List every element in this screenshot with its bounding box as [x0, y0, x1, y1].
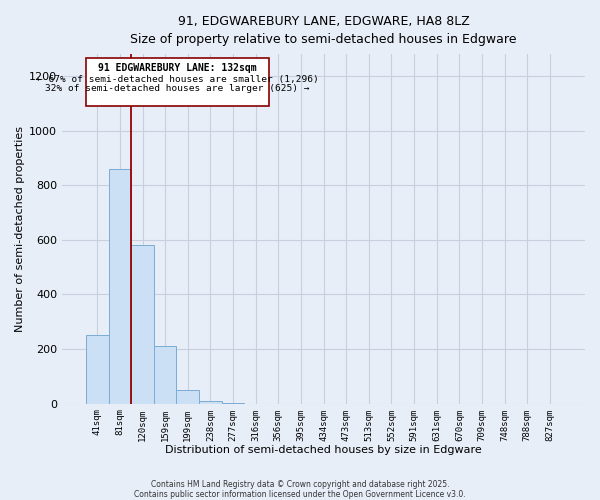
Text: Contains public sector information licensed under the Open Government Licence v3: Contains public sector information licen… — [134, 490, 466, 499]
Bar — [109, 169, 131, 404]
Bar — [176, 390, 199, 404]
Text: Contains HM Land Registry data © Crown copyright and database right 2025.: Contains HM Land Registry data © Crown c… — [151, 480, 449, 489]
Bar — [154, 346, 176, 404]
Text: 32% of semi-detached houses are larger (625) →: 32% of semi-detached houses are larger (… — [46, 84, 310, 93]
X-axis label: Distribution of semi-detached houses by size in Edgware: Distribution of semi-detached houses by … — [165, 445, 482, 455]
Bar — [199, 401, 222, 404]
Title: 91, EDGWAREBURY LANE, EDGWARE, HA8 8LZ
Size of property relative to semi-detache: 91, EDGWAREBURY LANE, EDGWARE, HA8 8LZ S… — [130, 15, 517, 46]
Bar — [222, 403, 244, 404]
FancyBboxPatch shape — [86, 58, 269, 106]
Text: ← 67% of semi-detached houses are smaller (1,296): ← 67% of semi-detached houses are smalle… — [37, 74, 319, 84]
Bar — [86, 336, 109, 404]
Y-axis label: Number of semi-detached properties: Number of semi-detached properties — [15, 126, 25, 332]
Bar — [131, 246, 154, 404]
Text: 91 EDGWAREBURY LANE: 132sqm: 91 EDGWAREBURY LANE: 132sqm — [98, 63, 257, 73]
